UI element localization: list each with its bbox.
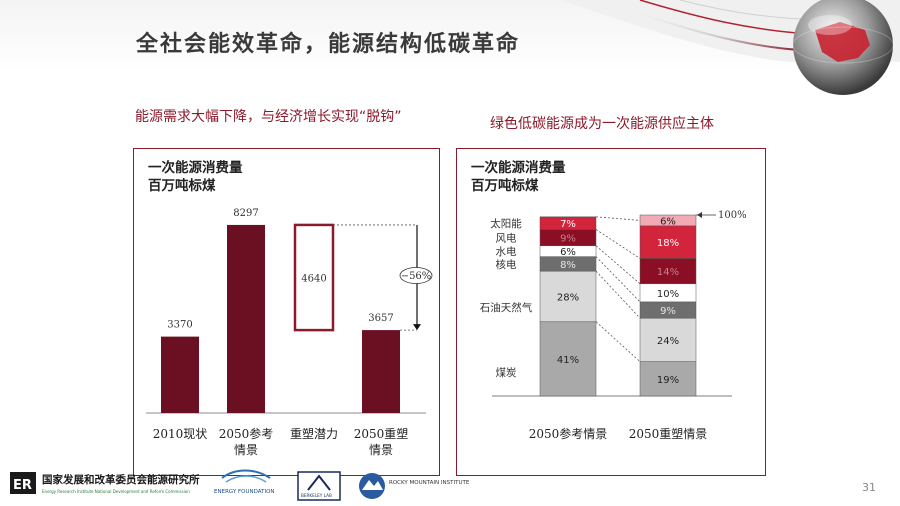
reduction-label: −56% xyxy=(401,271,432,282)
connector-line xyxy=(595,216,641,221)
stack-segment-label: 28% xyxy=(557,292,579,303)
energy-source-label: 煤炭 xyxy=(496,366,517,379)
stack-segment-label: 14% xyxy=(657,267,679,278)
stack-segment-label: 10% xyxy=(657,289,679,300)
stacked-chart: 41% 28% 8% 6% 9% 7% 2050参考情景 19% 24% 9% 10% 14% 18% 6… xyxy=(480,210,747,441)
full-scale-label: 100% xyxy=(718,210,747,221)
reduction-badge xyxy=(399,267,433,284)
slide-title: 全社会能效革命，能源结构低碳革命 xyxy=(136,32,521,57)
waterfall-bar xyxy=(362,330,400,413)
energy-foundation-logo: ENERGY FOUNDATION xyxy=(214,469,275,495)
stack-category-label: 2050参考情景 xyxy=(529,426,608,441)
stack-segment-label: 24% xyxy=(657,336,679,347)
stack-segment xyxy=(539,321,597,397)
panel-title-line2: 百万吨标煤 xyxy=(148,178,216,194)
waterfall-bar-reduction xyxy=(293,223,335,332)
panel-title: 一次能源消费量 百万吨标煤 xyxy=(471,159,566,195)
waterfall-value-label: 3370 xyxy=(167,320,192,331)
waterfall-value-label: 8297 xyxy=(233,208,258,219)
berkeley-lab-text: BERKELEY LAB xyxy=(301,493,332,498)
stack-segment xyxy=(539,216,597,230)
stack-segment-label: 41% xyxy=(557,355,579,366)
footer-logos: ER 国家发展和改革委员会能源研究所 Energy Research Insti… xyxy=(10,469,470,501)
full-scale-marker: 100% xyxy=(696,210,747,221)
energy-source-label: 太阳能 xyxy=(490,217,522,230)
waterfall-value-label: 4640 xyxy=(301,274,326,285)
stacked-marks: 41% 28% 8% 6% 9% 7% 2050参考情景 19% 24% 9% 10% 14% 18% 6… xyxy=(480,214,732,441)
energy-source-label: 风电 xyxy=(496,232,517,245)
stack-segment-label: 7% xyxy=(560,219,576,230)
stack-segment xyxy=(639,317,697,362)
waterfall-bar xyxy=(227,224,265,413)
connector-line xyxy=(595,321,641,362)
connector-line xyxy=(595,256,641,303)
eri-logo-subtext: Energy Research Institute National Devel… xyxy=(42,489,190,494)
rmi-logo-text: ROCKY MOUNTAIN INSTITUTE xyxy=(389,480,470,486)
energy-source-label: 石油天然气 xyxy=(480,301,533,314)
stack-segment-label: 9% xyxy=(560,234,576,245)
stack-segment-label: 9% xyxy=(660,306,676,317)
connector-line xyxy=(595,245,641,285)
stack-segment-label: 19% xyxy=(657,375,679,386)
stack-segment xyxy=(639,361,697,397)
waterfall-category-label: 情景 xyxy=(234,443,258,457)
waterfall-category-label: 重塑潜力 xyxy=(290,426,338,441)
connector-line xyxy=(595,229,641,259)
energy-source-label: 水电 xyxy=(496,245,517,258)
panel-title-line2: 百万吨标煤 xyxy=(471,178,539,194)
svg-text:ER: ER xyxy=(13,478,32,493)
berkeley-lab-logo: BERKELEY LAB xyxy=(297,471,341,501)
waterfall-marks: 33702010现状82972050参考情景4640重塑潜力36572050重塑… xyxy=(146,208,426,457)
waterfall-category-label: 情景 xyxy=(369,443,393,457)
connector-line xyxy=(595,270,641,319)
waterfall-category-label: 2050重塑 xyxy=(354,426,409,441)
waterfall-category-label: 2010现状 xyxy=(153,427,208,441)
stack-segment xyxy=(539,270,597,323)
eri-logo-text: 国家发展和改革委员会能源研究所 xyxy=(42,473,200,486)
stack-segment-label: 18% xyxy=(657,238,679,249)
header-swoosh xyxy=(560,0,900,95)
panel-title-line1: 一次能源消费量 xyxy=(471,160,566,176)
page-number: 31 xyxy=(862,481,876,494)
stack-segment-label: 6% xyxy=(660,216,676,227)
eri-logo: ER 国家发展和改革委员会能源研究所 Energy Research Insti… xyxy=(10,472,200,494)
globe-icon xyxy=(792,0,894,95)
reduction-annotation: −56% xyxy=(333,224,433,331)
left-subtitle: 能源需求大幅下降，与经济增长实现“脱钩” xyxy=(135,109,402,125)
stack-segment xyxy=(639,225,697,259)
rmi-logo: ROCKY MOUNTAIN INSTITUTE xyxy=(359,473,470,499)
stacked-panel: 一次能源消费量 百万吨标煤 41% 28% 8% 6% 9% 7% 2050参考情景 19% 2… xyxy=(456,148,766,476)
stack-segment-label: 6% xyxy=(560,247,576,258)
right-subtitle: 绿色低碳能源成为一次能源供应主体 xyxy=(490,116,714,132)
waterfall-bar xyxy=(161,336,199,413)
waterfall-chart: 33702010现状82972050参考情景4640重塑潜力36572050重塑… xyxy=(146,208,433,457)
waterfall-category-label: 2050参考 xyxy=(219,426,274,441)
panel-title: 一次能源消费量 百万吨标煤 xyxy=(148,159,243,195)
waterfall-value-label: 3657 xyxy=(368,313,393,324)
energy-foundation-text: ENERGY FOUNDATION xyxy=(214,489,275,495)
panel-title-line1: 一次能源消费量 xyxy=(148,160,243,176)
energy-source-label: 核电 xyxy=(496,258,517,271)
stack-segment-label: 8% xyxy=(560,260,576,271)
stack-category-label: 2050重塑情景 xyxy=(629,426,708,441)
waterfall-panel: 一次能源消费量 百万吨标煤 3370 2010现状 8297 2050参考 情景 4640… xyxy=(133,148,440,476)
